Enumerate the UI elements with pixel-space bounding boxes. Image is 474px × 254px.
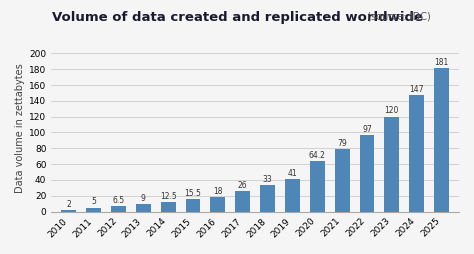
Y-axis label: Data volume in zettabytes: Data volume in zettabytes (15, 64, 25, 193)
Bar (335, 149, 350, 212)
Text: 41: 41 (288, 169, 297, 178)
Bar (434, 68, 449, 212)
Bar (161, 202, 175, 212)
Text: 2: 2 (66, 200, 71, 209)
Bar (360, 135, 374, 212)
Bar (61, 210, 76, 212)
Text: 147: 147 (410, 85, 424, 94)
Text: 26: 26 (238, 181, 247, 190)
Text: 181: 181 (435, 58, 449, 67)
Text: 120: 120 (385, 106, 399, 116)
Text: 64.2: 64.2 (309, 151, 326, 160)
Bar (409, 95, 424, 212)
Text: 9: 9 (141, 194, 146, 203)
Bar (136, 204, 151, 212)
Text: 6.5: 6.5 (112, 196, 125, 205)
Bar (310, 161, 325, 212)
Text: 5: 5 (91, 197, 96, 207)
Text: 12.5: 12.5 (160, 192, 176, 200)
Text: 33: 33 (263, 175, 273, 184)
Text: 79: 79 (337, 139, 347, 148)
Text: 97: 97 (362, 125, 372, 134)
Text: 15.5: 15.5 (184, 189, 201, 198)
Text: 18: 18 (213, 187, 223, 196)
Bar (384, 117, 399, 212)
Text: (source: IDC): (source: IDC) (364, 11, 430, 21)
Bar (210, 197, 225, 212)
Bar (86, 208, 101, 212)
Text: Volume of data created and replicated worldwide: Volume of data created and replicated wo… (52, 11, 422, 24)
Bar (235, 191, 250, 212)
Bar (260, 185, 275, 212)
Bar (185, 199, 201, 212)
Bar (111, 207, 126, 212)
Bar (285, 179, 300, 212)
